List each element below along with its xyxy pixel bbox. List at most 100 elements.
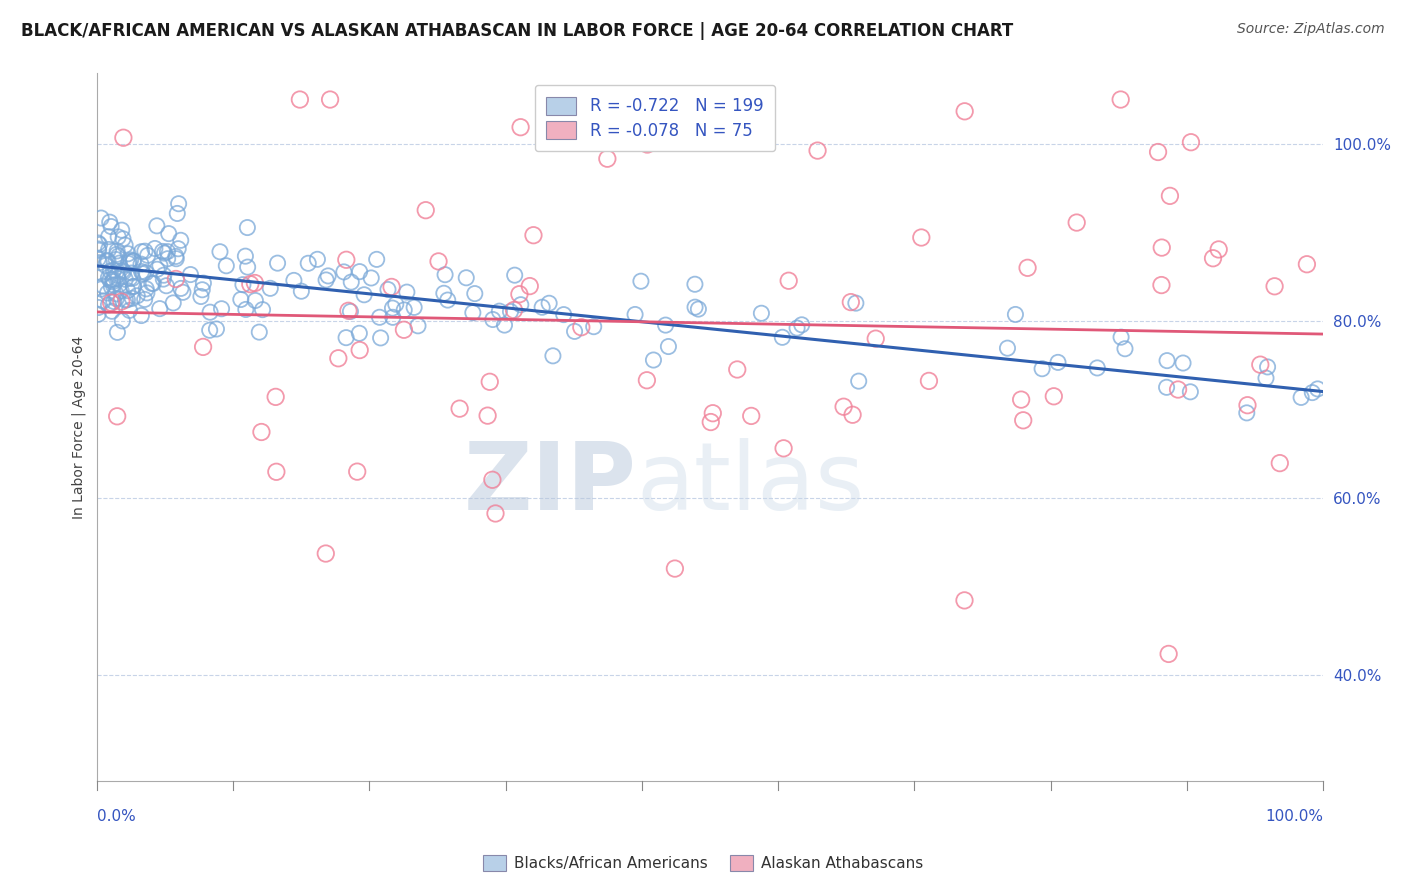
Point xyxy=(101,304,124,318)
Point xyxy=(266,465,288,479)
Point xyxy=(96,285,118,300)
Point xyxy=(1012,413,1035,427)
Point xyxy=(1109,330,1132,344)
Point xyxy=(1114,342,1136,356)
Point xyxy=(239,277,262,292)
Point xyxy=(392,323,415,337)
Point xyxy=(335,331,357,345)
Point xyxy=(328,351,350,366)
Point xyxy=(832,400,855,414)
Point xyxy=(654,318,676,332)
Point xyxy=(790,318,813,332)
Point xyxy=(98,264,121,278)
Point xyxy=(349,326,371,341)
Point xyxy=(1180,135,1202,149)
Point xyxy=(149,301,172,316)
Point xyxy=(288,93,311,107)
Point xyxy=(484,507,506,521)
Point xyxy=(142,277,165,291)
Point xyxy=(135,285,157,300)
Point xyxy=(664,561,686,575)
Point xyxy=(370,331,392,345)
Point xyxy=(503,268,526,282)
Point xyxy=(1171,356,1194,370)
Point xyxy=(751,306,773,320)
Point xyxy=(368,310,391,325)
Point xyxy=(121,271,143,285)
Point xyxy=(97,243,120,257)
Point xyxy=(149,259,172,273)
Point xyxy=(117,256,139,270)
Point xyxy=(910,230,932,244)
Point xyxy=(643,353,665,368)
Point xyxy=(167,242,190,256)
Point xyxy=(283,273,305,287)
Point xyxy=(503,303,526,318)
Point xyxy=(1301,385,1323,400)
Point xyxy=(1043,389,1066,403)
Point xyxy=(122,253,145,268)
Point xyxy=(96,253,118,268)
Point xyxy=(519,279,541,293)
Point xyxy=(247,325,270,339)
Point xyxy=(636,137,658,152)
Point xyxy=(108,256,131,270)
Point xyxy=(114,238,136,252)
Point xyxy=(89,255,111,269)
Point xyxy=(1289,391,1312,405)
Point xyxy=(111,232,134,246)
Point xyxy=(136,248,159,262)
Point xyxy=(772,442,794,456)
Point xyxy=(117,293,139,307)
Point xyxy=(132,267,155,281)
Point xyxy=(122,279,145,293)
Legend: Blacks/African Americans, Alaskan Athabascans: Blacks/African Americans, Alaskan Athaba… xyxy=(477,849,929,877)
Point xyxy=(94,259,117,273)
Point xyxy=(786,321,808,335)
Point xyxy=(630,274,652,288)
Point xyxy=(845,296,868,310)
Point xyxy=(167,196,190,211)
Point xyxy=(494,318,516,332)
Point xyxy=(366,252,388,267)
Point xyxy=(700,415,723,429)
Point xyxy=(307,252,329,267)
Point xyxy=(477,409,499,423)
Point xyxy=(232,277,254,292)
Point xyxy=(1180,384,1202,399)
Point xyxy=(118,271,141,285)
Point xyxy=(205,322,228,336)
Point xyxy=(135,266,157,280)
Point xyxy=(105,247,128,261)
Point xyxy=(1296,257,1319,271)
Point xyxy=(1004,308,1026,322)
Point xyxy=(427,254,450,268)
Point xyxy=(166,206,188,220)
Point xyxy=(702,406,724,420)
Point xyxy=(117,246,139,260)
Point xyxy=(198,305,221,319)
Point xyxy=(596,152,619,166)
Point xyxy=(152,268,174,282)
Point xyxy=(191,283,214,297)
Point xyxy=(770,330,793,344)
Point xyxy=(522,228,544,243)
Point xyxy=(112,130,135,145)
Point xyxy=(1236,406,1258,420)
Point xyxy=(509,120,531,135)
Point xyxy=(215,259,238,273)
Point xyxy=(778,274,800,288)
Point xyxy=(488,304,510,318)
Point xyxy=(87,242,110,256)
Point xyxy=(100,295,122,310)
Point xyxy=(146,262,169,277)
Point xyxy=(105,268,128,283)
Point xyxy=(100,219,122,234)
Point xyxy=(170,233,193,247)
Point xyxy=(100,280,122,294)
Point xyxy=(98,273,121,287)
Point xyxy=(121,291,143,305)
Point xyxy=(841,408,863,422)
Point xyxy=(1257,359,1279,374)
Point xyxy=(1046,355,1069,369)
